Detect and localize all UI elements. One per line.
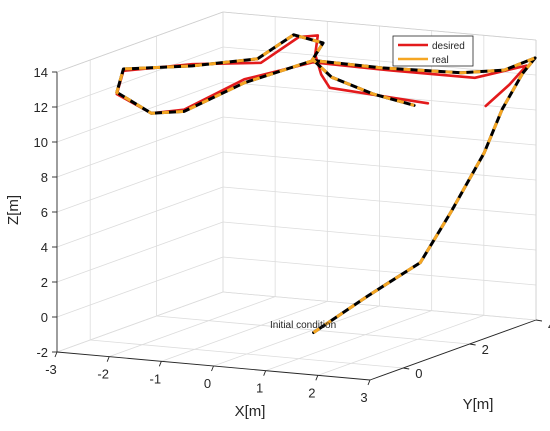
- z-tick-label: 0: [41, 310, 48, 325]
- z-tick-label: 14: [34, 65, 48, 80]
- legend-label-desired: desired: [432, 41, 465, 52]
- grid-line-z-side: [56, 46, 224, 108]
- grid-line-y-floor: [90, 339, 404, 369]
- x-tick-mark: [367, 379, 371, 386]
- y-tick-label: 0: [415, 366, 422, 381]
- x-tick-mark: [263, 370, 267, 376]
- x-tick-mark: [106, 356, 110, 362]
- grid-line-z-back: [222, 256, 537, 286]
- x-tick-label: -3: [45, 362, 57, 377]
- y-axis-line: [369, 319, 537, 381]
- grid-line-x-floor: [109, 296, 276, 358]
- grid-line-z-back: [222, 151, 537, 181]
- series-layer: [115, 33, 537, 334]
- grid-line-z-back: [222, 291, 537, 321]
- series-line-real-underlay: [115, 33, 537, 334]
- x-tick-mark: [211, 365, 214, 372]
- x-tick-label: 2: [308, 385, 315, 400]
- x-axis-label: X[m]: [235, 403, 266, 420]
- grid-line-x-floor: [213, 305, 380, 367]
- z-tick-label: 12: [34, 100, 48, 115]
- y-tick-label: 2: [482, 342, 489, 357]
- grid-line-z-side: [56, 81, 224, 143]
- legend: desired real: [392, 35, 474, 67]
- z-tick-label: 6: [41, 205, 48, 220]
- y-axis-label: Y[m]: [463, 396, 494, 413]
- y-tick-label: 4: [548, 318, 550, 333]
- legend-label-real: real: [432, 55, 449, 66]
- grid-line-y-floor: [156, 315, 470, 345]
- series-line-real: [115, 33, 537, 334]
- axes-layer: [52, 11, 543, 386]
- grid-line-x-floor: [265, 310, 432, 372]
- z-tick-label: 8: [41, 170, 48, 185]
- grid-line-x-floor: [161, 300, 328, 362]
- box-edge-top-side: [56, 11, 224, 73]
- x-tick-label: -2: [97, 367, 109, 382]
- z-tick-label: 4: [41, 240, 48, 255]
- z-tick-label: 10: [34, 135, 48, 150]
- grid-line-z-side: [56, 116, 224, 178]
- grid-line-z-side: [56, 291, 224, 353]
- grid-line-z-back: [222, 186, 537, 216]
- x-tick-label: 1: [256, 381, 263, 396]
- y-tick-mark: [469, 343, 476, 346]
- grid-line-z-back: [222, 116, 537, 146]
- box-edge-top-back: [222, 11, 537, 41]
- x-tick-mark: [315, 375, 319, 381]
- x-tick-label: 3: [360, 390, 367, 405]
- grid-line-z-side: [56, 256, 224, 318]
- grid-line-x-floor: [317, 314, 484, 376]
- grid-line-z-side: [56, 221, 224, 283]
- grid-line-z-side: [56, 151, 224, 213]
- grid-line-z-side: [56, 186, 224, 248]
- x-tick-mark: [158, 361, 162, 367]
- y-tick-mark: [403, 367, 410, 370]
- x-tick-label: -1: [150, 371, 162, 386]
- z-tick-label: 2: [41, 275, 48, 290]
- z-tick-label: -2: [36, 345, 48, 360]
- initial-condition-label: Initial condition: [270, 320, 336, 331]
- y-tick-mark: [535, 319, 543, 322]
- grid-line-z-back: [222, 221, 537, 251]
- x-tick-mark: [54, 351, 58, 358]
- x-tick-label: 0: [204, 376, 211, 391]
- z-axis-label: Z[m]: [5, 195, 22, 225]
- legend-box: [392, 35, 474, 67]
